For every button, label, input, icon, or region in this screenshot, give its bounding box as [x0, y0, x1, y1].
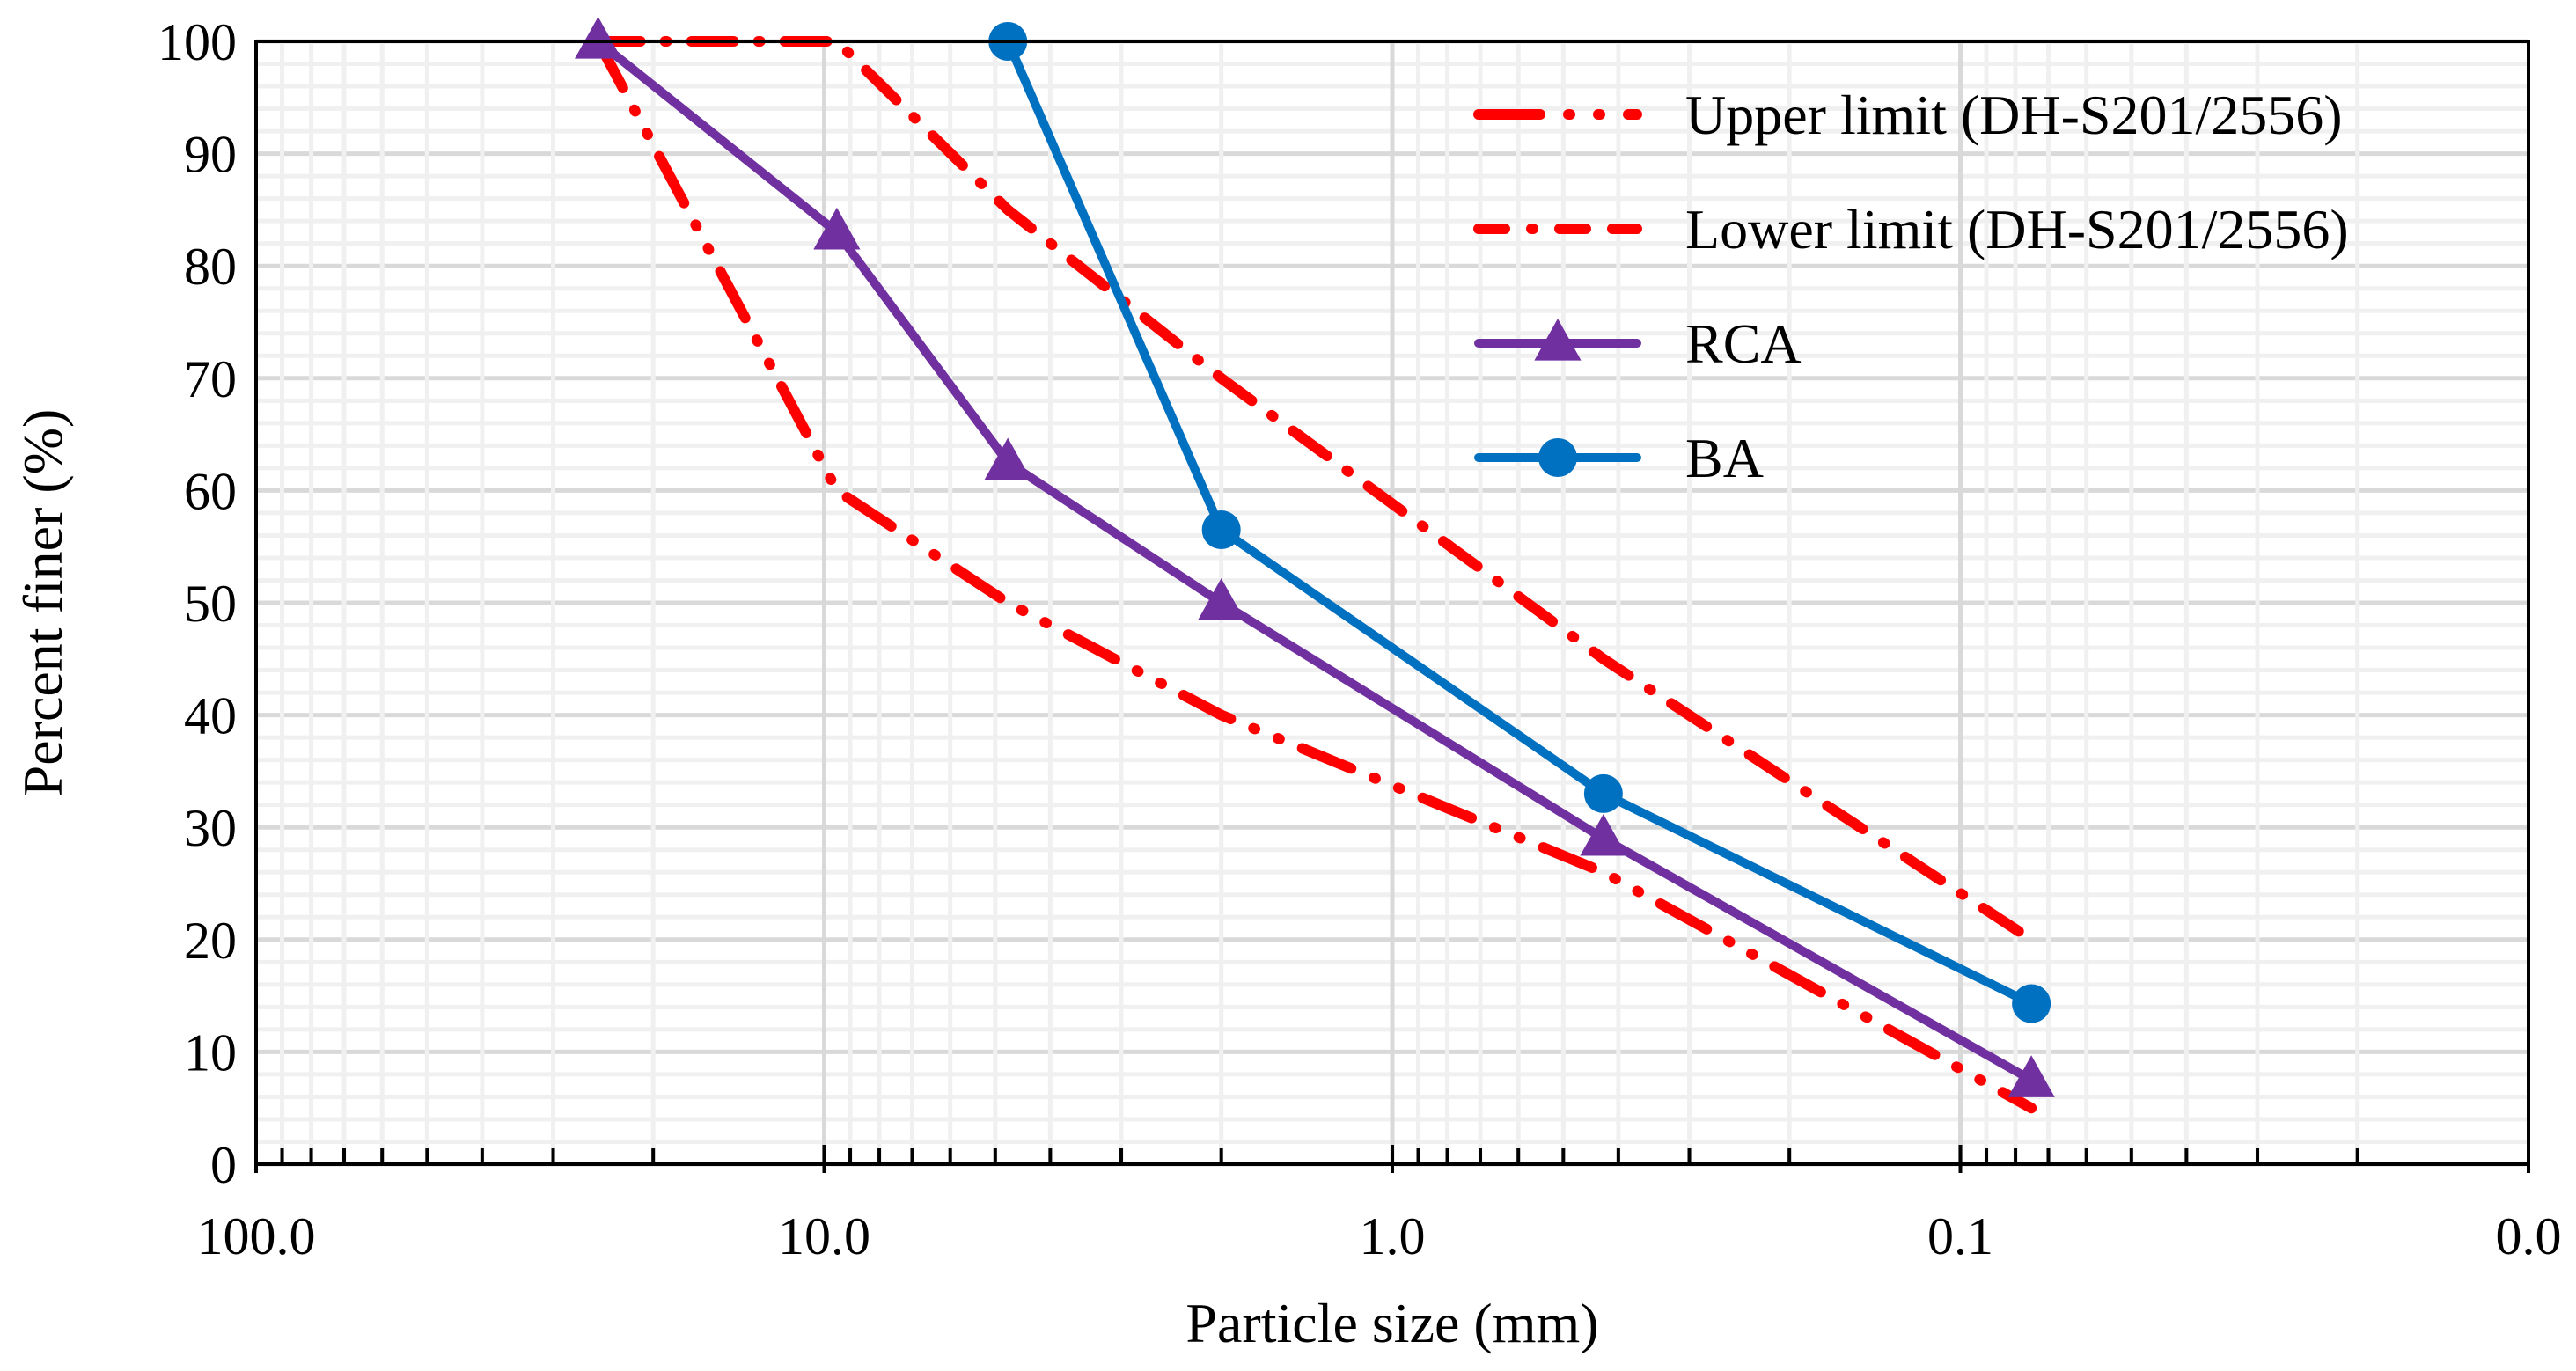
ba-point — [1201, 510, 1241, 550]
y-tick-label: 0 — [210, 1136, 237, 1194]
rca-point — [2007, 1055, 2055, 1097]
rca-point — [813, 207, 861, 250]
x-tick-label: 0.1 — [1927, 1207, 1993, 1265]
legend-marker-rca — [1534, 319, 1582, 361]
y-tick-label: 100 — [158, 13, 237, 71]
rca-point — [984, 437, 1031, 480]
legend-label-upper: Upper limit (DH-S201/2556) — [1685, 84, 2343, 146]
legend-marker-ba — [1538, 438, 1577, 477]
y-axis-title: Percent finer (%) — [11, 409, 74, 797]
ba-point — [2012, 984, 2051, 1023]
legend-label-rca: RCA — [1685, 312, 1802, 375]
y-tick-label: 90 — [184, 126, 237, 184]
x-tick-label: 0.0 — [2496, 1207, 2562, 1265]
ba-point — [1583, 773, 1623, 813]
x-tick-label: 1.0 — [1360, 1207, 1426, 1265]
y-tick-label: 40 — [184, 687, 237, 745]
y-tick-label: 80 — [184, 238, 237, 296]
x-axis-title: Particle size (mm) — [1185, 1292, 1598, 1354]
x-tick-label: 10.0 — [778, 1207, 870, 1265]
y-tick-label: 10 — [184, 1023, 237, 1081]
rca-point — [575, 17, 622, 59]
y-tick-label: 50 — [184, 575, 237, 633]
x-tick-label: 100.0 — [197, 1207, 316, 1265]
axis-ticks: 100.0 10.0 1.0 0.1 0.0 0 10 20 30 40 50 60 70 80 90 100 — [158, 13, 2562, 1265]
y-tick-label: 60 — [184, 462, 237, 520]
upper-line — [592, 36, 2037, 1114]
y-tick-label: 30 — [184, 799, 237, 857]
series-layer — [575, 17, 2055, 1114]
rca-point — [1198, 578, 1245, 620]
ba-line — [1003, 37, 2037, 1008]
rca-point — [1580, 813, 1627, 856]
legend: Upper limit (DH-S201/2556) Lower limit (D… — [1473, 84, 2349, 489]
y-tick-label: 70 — [184, 350, 237, 408]
y-tick-label: 20 — [184, 912, 237, 970]
rca-line — [593, 37, 2037, 1085]
legend-label-ba: BA — [1685, 427, 1764, 489]
legend-label-lower: Lower limit (DH-S201/2556) — [1685, 198, 2349, 260]
